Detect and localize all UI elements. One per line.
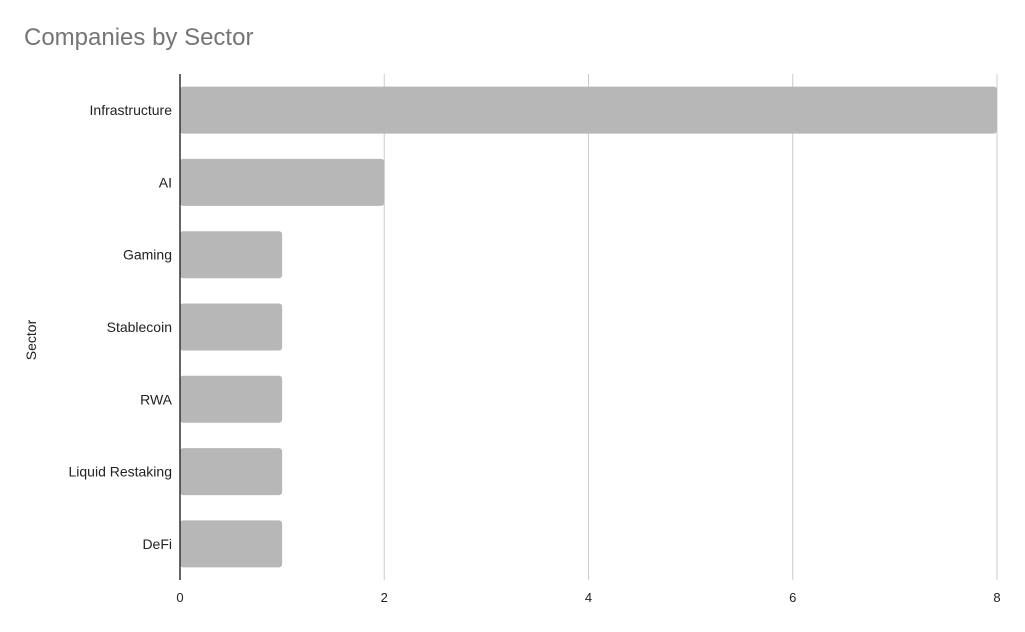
bar-stablecoin: [180, 303, 283, 351]
bar-gaming: [180, 231, 283, 279]
x-tick-label: 8: [993, 590, 1000, 605]
bar-liquid-restaking: [180, 448, 283, 496]
x-tick-label: 0: [176, 590, 183, 605]
category-label: DeFi: [142, 536, 172, 552]
bar-ai: [180, 158, 385, 206]
x-tick-labels: 0 2 4 6 8: [176, 590, 1000, 605]
bars: [180, 86, 997, 568]
bar-rwa: [180, 375, 283, 423]
category-label: Stablecoin: [107, 319, 172, 335]
category-label: Gaming: [123, 247, 172, 263]
y-axis-title: Sector: [23, 319, 39, 360]
category-label: Liquid Restaking: [68, 464, 172, 480]
chart-title: Companies by Sector: [24, 24, 254, 51]
category-labels: Infrastructure AI Gaming Stablecoin RWA Liqui…: [68, 102, 172, 552]
x-tick-label: 2: [381, 590, 388, 605]
gridlines: [383, 74, 998, 580]
x-tick-label: 6: [789, 590, 796, 605]
x-tick-label: 4: [585, 590, 592, 605]
category-label: RWA: [140, 391, 173, 407]
category-label: Infrastructure: [90, 102, 173, 118]
bar-infrastructure: [180, 86, 997, 134]
category-label: AI: [159, 174, 172, 190]
bar-defi: [180, 520, 283, 568]
